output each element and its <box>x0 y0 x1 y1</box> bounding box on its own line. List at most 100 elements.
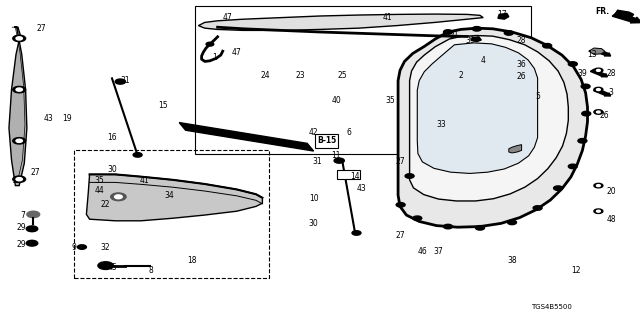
Circle shape <box>396 203 405 207</box>
Text: 29: 29 <box>16 240 26 249</box>
Text: 10: 10 <box>308 194 319 203</box>
Circle shape <box>334 158 344 163</box>
Circle shape <box>504 31 513 35</box>
Circle shape <box>26 226 38 232</box>
Circle shape <box>444 30 452 34</box>
Circle shape <box>476 226 484 230</box>
Text: 35: 35 <box>94 176 104 185</box>
Text: 14: 14 <box>350 172 360 180</box>
Text: 41: 41 <box>382 13 392 22</box>
Text: 48: 48 <box>606 215 616 224</box>
Text: 9: 9 <box>71 244 76 252</box>
Circle shape <box>444 224 452 229</box>
FancyArrow shape <box>612 12 640 23</box>
Polygon shape <box>410 36 568 201</box>
Text: 41: 41 <box>139 176 149 185</box>
Circle shape <box>16 139 22 142</box>
Text: 27: 27 <box>30 168 40 177</box>
Polygon shape <box>417 43 538 173</box>
Circle shape <box>581 84 590 89</box>
Circle shape <box>352 231 361 235</box>
Text: 26: 26 <box>516 72 527 81</box>
Text: 30: 30 <box>107 165 117 174</box>
Circle shape <box>13 86 26 93</box>
Polygon shape <box>589 48 605 54</box>
Circle shape <box>594 110 603 114</box>
Circle shape <box>16 88 22 91</box>
Text: 39: 39 <box>577 69 588 78</box>
Circle shape <box>594 87 603 92</box>
Circle shape <box>543 44 552 48</box>
Text: 34: 34 <box>164 191 175 200</box>
Circle shape <box>568 164 577 169</box>
Polygon shape <box>498 13 509 19</box>
Circle shape <box>596 185 600 187</box>
Text: 44: 44 <box>94 186 104 195</box>
Text: 35: 35 <box>385 96 396 105</box>
Text: 43: 43 <box>356 184 367 193</box>
Text: 28: 28 <box>517 36 526 44</box>
Circle shape <box>596 210 600 212</box>
Text: 37: 37 <box>433 247 444 256</box>
Circle shape <box>13 35 26 42</box>
Circle shape <box>508 220 516 225</box>
Text: 43: 43 <box>43 114 53 123</box>
Text: 28: 28 <box>607 69 616 78</box>
Text: 6: 6 <box>346 128 351 137</box>
Text: 39: 39 <box>465 36 476 44</box>
Polygon shape <box>179 123 314 151</box>
Text: 47: 47 <box>222 13 232 22</box>
Polygon shape <box>86 174 262 221</box>
Circle shape <box>111 193 126 201</box>
Text: 42: 42 <box>308 128 319 137</box>
Circle shape <box>16 178 22 181</box>
Circle shape <box>594 183 603 188</box>
Circle shape <box>27 211 40 218</box>
Text: 8: 8 <box>148 266 153 275</box>
Circle shape <box>98 262 113 269</box>
Text: 18: 18 <box>188 256 196 265</box>
Text: 2: 2 <box>458 71 463 80</box>
Text: 46: 46 <box>417 247 428 256</box>
Circle shape <box>26 240 38 246</box>
Circle shape <box>413 216 422 220</box>
Polygon shape <box>9 27 27 186</box>
Text: 11: 11 <box>332 151 340 160</box>
Text: 29: 29 <box>16 223 26 232</box>
Text: 13: 13 <box>587 50 597 59</box>
Bar <box>74 150 269 278</box>
Text: 22: 22 <box>101 200 110 209</box>
Text: 31: 31 <box>120 76 130 84</box>
Text: 27: 27 <box>395 157 405 166</box>
Text: 1: 1 <box>212 53 217 62</box>
Bar <box>337 170 360 179</box>
Text: 23: 23 <box>296 71 306 80</box>
Circle shape <box>554 186 563 190</box>
Bar <box>195 6 531 154</box>
Circle shape <box>596 89 600 91</box>
Text: 24: 24 <box>260 71 271 80</box>
Polygon shape <box>614 10 634 19</box>
Circle shape <box>77 245 86 249</box>
Circle shape <box>16 37 22 40</box>
Circle shape <box>582 111 591 116</box>
Text: FR.: FR. <box>595 7 609 16</box>
Circle shape <box>533 206 542 210</box>
Text: 15: 15 <box>158 101 168 110</box>
Text: 20: 20 <box>606 188 616 196</box>
Text: 31: 31 <box>312 157 322 166</box>
Circle shape <box>568 62 577 66</box>
Circle shape <box>578 139 587 143</box>
Polygon shape <box>198 14 483 30</box>
Circle shape <box>206 42 214 46</box>
Text: 33: 33 <box>436 120 447 129</box>
Circle shape <box>115 79 125 84</box>
Text: 16: 16 <box>107 133 117 142</box>
Text: 25: 25 <box>337 71 348 80</box>
Text: 27: 27 <box>395 231 405 240</box>
Text: 21: 21 <box>450 31 459 40</box>
Text: 32: 32 <box>100 244 111 252</box>
Text: 30: 30 <box>308 220 319 228</box>
Text: 27: 27 <box>36 24 47 33</box>
Text: 45: 45 <box>107 263 117 272</box>
